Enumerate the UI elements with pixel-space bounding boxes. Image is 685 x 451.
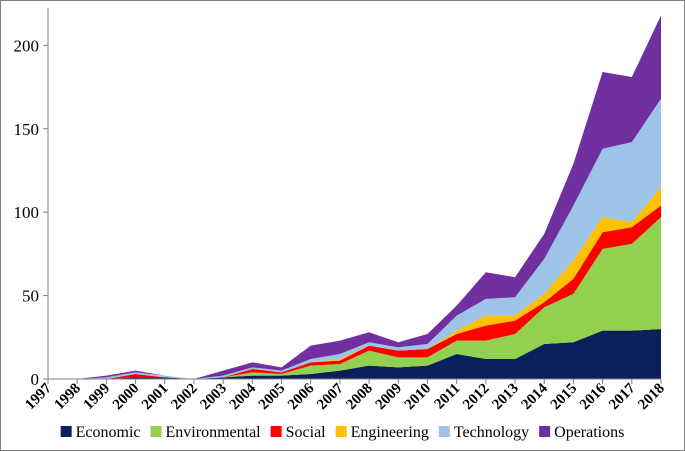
x-tick-label: 2005 xyxy=(256,381,289,414)
x-tick-label: 2007 xyxy=(314,380,347,413)
area-series-environmental xyxy=(48,217,661,379)
y-axis-ticks: 0 50 100 150 200 xyxy=(14,36,48,389)
legend-swatch xyxy=(150,426,162,437)
x-tick-label: 2013 xyxy=(489,381,522,414)
legend-item-economic: Economic xyxy=(60,424,141,441)
legend-label: Environmental xyxy=(166,424,262,441)
legend-label: Engineering xyxy=(351,424,429,441)
x-tick-label: 2003 xyxy=(197,381,230,414)
x-tick-label: 2017 xyxy=(606,380,639,413)
x-tick-label: 2018 xyxy=(635,381,668,414)
legend-item-engineering: Engineering xyxy=(335,424,429,441)
y-tick-label: 200 xyxy=(14,36,40,55)
x-tick-label: 2000 xyxy=(110,381,143,414)
x-tick-label: 1999 xyxy=(81,381,114,414)
legend-swatch xyxy=(60,426,72,437)
legend-swatch xyxy=(270,426,282,437)
x-axis-ticks: 1997199819992000200120022003200420052006… xyxy=(22,379,668,413)
x-tick-label: 2008 xyxy=(343,381,376,414)
legend-swatch xyxy=(335,426,347,437)
axes xyxy=(47,8,661,380)
x-tick-label: 2010 xyxy=(402,381,435,414)
x-tick-label: 2009 xyxy=(373,381,406,414)
x-tick-label: 1997 xyxy=(22,380,55,413)
legend-item-social: Social xyxy=(270,424,327,441)
x-tick-label: 2016 xyxy=(577,380,610,413)
x-tick-label: 2001 xyxy=(139,381,172,414)
y-tick-label: 50 xyxy=(22,287,39,306)
y-tick-label: 0 xyxy=(31,370,40,389)
x-tick-label: 2002 xyxy=(168,381,201,414)
series-areas xyxy=(48,15,661,379)
legend-label: Social xyxy=(286,424,327,441)
x-tick-label: 2014 xyxy=(519,380,552,413)
area-series-technology xyxy=(48,98,661,379)
y-tick-label: 150 xyxy=(14,120,40,139)
legend-item-environmental: Environmental xyxy=(150,424,262,441)
legend-label: Economic xyxy=(76,424,141,441)
area-series-economic xyxy=(48,328,661,379)
legend-label: Operations xyxy=(554,424,624,441)
legend-swatch xyxy=(539,426,551,437)
x-tick-label: 2011 xyxy=(432,381,464,413)
x-tick-label: 2006 xyxy=(285,380,318,413)
x-tick-label: 1998 xyxy=(51,381,84,414)
area-series-operations xyxy=(48,15,661,379)
legend-item-operations: Operations xyxy=(539,424,624,441)
legend-item-technology: Technology xyxy=(438,424,529,441)
legend-swatch xyxy=(438,426,450,437)
legend-label: Technology xyxy=(454,424,529,441)
x-tick-label: 2004 xyxy=(227,380,260,413)
x-tick-label: 2012 xyxy=(460,381,493,414)
x-tick-label: 2015 xyxy=(548,381,581,414)
legend: Economic Environmental Social Engineering Te… xyxy=(60,424,624,441)
y-tick-label: 100 xyxy=(14,203,40,222)
